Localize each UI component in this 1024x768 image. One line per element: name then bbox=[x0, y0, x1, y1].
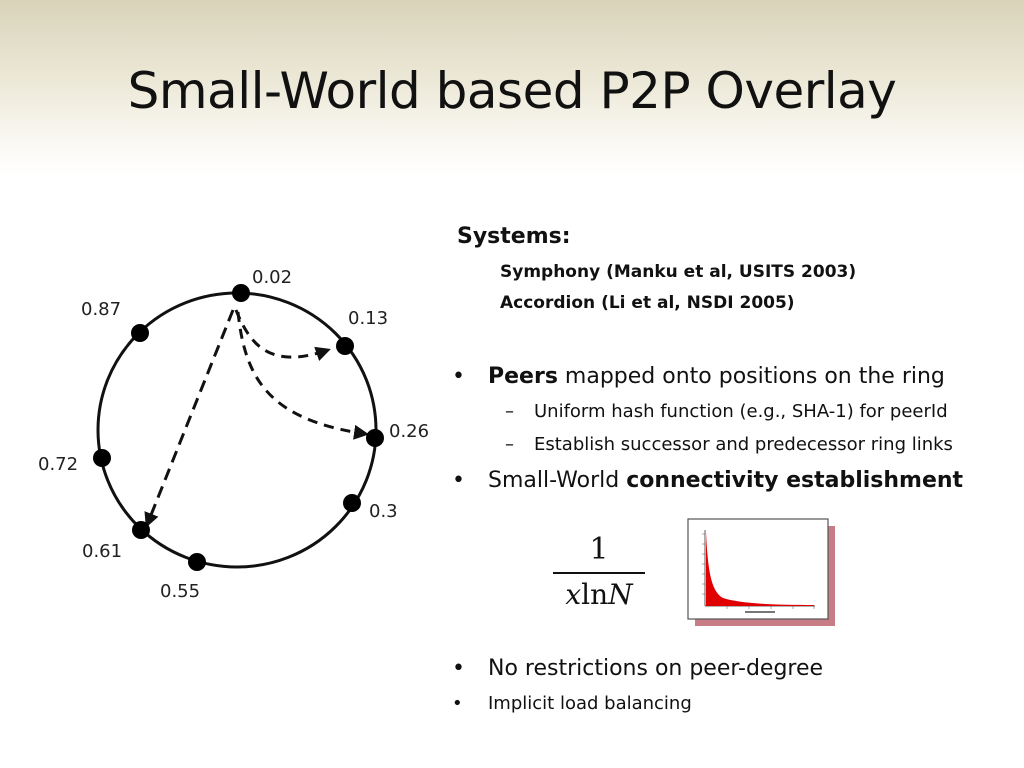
ring-node-0.26 bbox=[366, 429, 384, 447]
ring-node-label: 0.61 bbox=[82, 541, 122, 562]
ring-node-label: 0.55 bbox=[160, 581, 200, 602]
bullet-symbol: • bbox=[452, 468, 465, 493]
link-arrow-0.02-to-0.26 bbox=[236, 311, 369, 440]
system-item-symphony: Symphony (Manku et al, USITS 2003) bbox=[500, 262, 857, 282]
thumbnail-axis-caption bbox=[745, 611, 775, 613]
ring-node-label: 0.72 bbox=[38, 454, 78, 475]
bullet-smallworld: • Small-World connectivity establishment bbox=[452, 468, 963, 493]
probability-formula: 1 xlnN bbox=[553, 530, 645, 612]
slide-header-band bbox=[0, 0, 1024, 175]
sub-bullet-hash-text: Uniform hash function (e.g., SHA-1) for … bbox=[534, 401, 948, 422]
ring-node-0.72 bbox=[93, 449, 111, 467]
ring-node-0.02 bbox=[232, 284, 250, 302]
formula-fraction-bar bbox=[553, 572, 645, 574]
slide-title: Small-World based P2P Overlay bbox=[127, 62, 897, 120]
ring-node-label: 0.26 bbox=[389, 421, 429, 442]
bullet-restrictions: • No restrictions on peer-degree bbox=[452, 656, 823, 681]
dash-symbol: – bbox=[505, 401, 514, 422]
ring-node-0.55 bbox=[188, 553, 206, 571]
formula-numerator: 1 bbox=[589, 532, 609, 567]
formula-denominator: xlnN bbox=[553, 578, 645, 612]
bullet-load-balancing: • Implicit load balancing bbox=[452, 693, 692, 714]
system-item-accordion: Accordion (Li et al, NSDI 2005) bbox=[500, 293, 795, 313]
link-arrow-0.02-to-0.13 bbox=[234, 309, 331, 361]
ring-node-label: 0.13 bbox=[348, 308, 388, 329]
systems-heading: Systems: bbox=[457, 224, 571, 249]
bullet-peers: • Peers mapped onto positions on the ring bbox=[452, 364, 945, 389]
ring-node-0.61 bbox=[132, 521, 150, 539]
ring-node-0.13 bbox=[336, 337, 354, 355]
sub-bullet-links: – Establish successor and predecessor rin… bbox=[505, 434, 953, 455]
formula-var-x: x bbox=[565, 577, 582, 611]
bullet-peers-bold: Peers bbox=[488, 364, 558, 389]
formula-var-n: N bbox=[608, 577, 633, 611]
bullet-symbol: • bbox=[452, 693, 463, 714]
bullet-symbol: • bbox=[452, 364, 465, 389]
distribution-thumbnail bbox=[687, 518, 835, 626]
ring-diagram: 0.02 0.13 0.26 0.3 0.55 0.61 0.72 0.87 bbox=[38, 267, 429, 602]
bullet-restrictions-text: No restrictions on peer-degree bbox=[488, 656, 824, 681]
ring-node-label: 0.87 bbox=[81, 299, 121, 320]
bullet-peers-text: mapped onto positions on the ring bbox=[557, 364, 945, 389]
sub-bullet-hash: – Uniform hash function (e.g., SHA-1) for… bbox=[505, 401, 948, 422]
dash-symbol: – bbox=[505, 434, 514, 455]
bullet-load-balancing-text: Implicit load balancing bbox=[488, 693, 692, 714]
ring-node-label: 0.3 bbox=[369, 501, 398, 522]
bullet-symbol: • bbox=[452, 656, 465, 681]
bullet-smallworld-text: Small-World bbox=[488, 468, 627, 493]
sub-bullet-links-text: Establish successor and predecessor ring… bbox=[534, 434, 953, 455]
ring-node-label: 0.02 bbox=[252, 267, 292, 288]
ring-node-0.87 bbox=[131, 324, 149, 342]
thumbnail-decay-curve bbox=[706, 532, 814, 606]
ring-node-0.3 bbox=[343, 494, 361, 512]
formula-ln: ln bbox=[581, 577, 609, 611]
thumbnail-y-ticks bbox=[702, 533, 705, 595]
bullet-smallworld-bold: connectivity establishment bbox=[626, 468, 964, 493]
thumbnail-x-ticks bbox=[726, 606, 815, 609]
link-arrow-0.02-to-0.61 bbox=[144, 309, 235, 528]
